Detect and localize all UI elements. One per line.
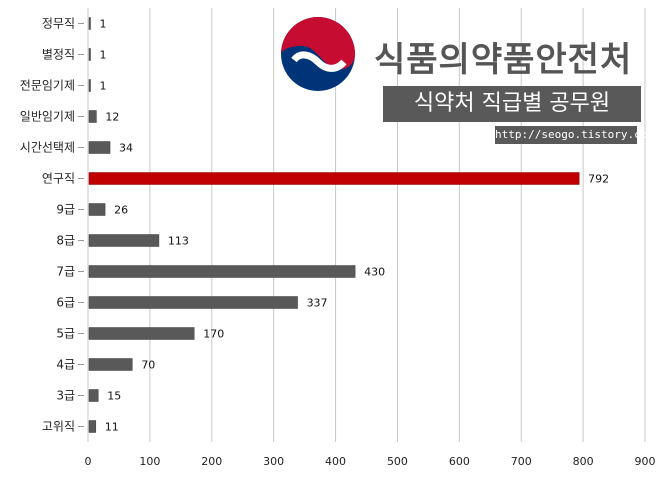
bar [88,420,97,433]
data-label: 34 [119,142,133,155]
category-label: 고위직 [42,420,75,434]
data-label: 12 [105,111,119,124]
category-label: 9급 [56,203,75,217]
category-label: 별정직 [42,48,75,62]
data-label: 430 [364,266,385,279]
x-tick-label: 0 [85,455,92,468]
data-label: 1 [100,80,107,93]
category-label: 5급 [56,327,75,341]
category-label: 전문임기제 [20,79,75,93]
category-label: 8급 [56,234,75,248]
data-label: 1 [100,18,107,31]
x-tick-label: 800 [573,455,594,468]
bar [88,141,111,154]
data-label: 11 [105,421,119,434]
chart-subtitle: 식약처 직급별 공무원 [383,86,641,122]
korea-taegeuk-emblem-icon [281,17,355,91]
x-tick-label: 200 [201,455,222,468]
bar [88,203,106,216]
bar [88,296,298,309]
brand-name: 식품의약품안전처 [374,40,633,80]
data-label: 337 [307,297,328,310]
category-label: 연구직 [42,172,75,186]
x-tick-label: 300 [263,455,284,468]
x-tick-label: 500 [387,455,408,468]
bar [88,265,356,278]
data-label: 26 [114,204,128,217]
x-tick-label: 700 [511,455,532,468]
bar [88,327,195,340]
category-label: 일반임기제 [20,110,75,124]
data-label: 15 [107,390,121,403]
data-label: 792 [588,173,609,186]
bar [88,172,580,185]
data-label: 113 [168,235,189,248]
data-label: 70 [141,359,155,372]
data-label: 170 [203,328,224,341]
bar [88,358,133,371]
bar [88,110,97,123]
x-tick-label: 400 [325,455,346,468]
bar [88,79,91,92]
bar [88,48,91,61]
x-tick-label: 900 [635,455,656,468]
bar [88,389,99,402]
category-label: 6급 [56,296,75,310]
category-label: 3급 [56,389,75,403]
source-url: http://seogo.tistory.com [495,126,654,144]
x-tick-label: 600 [449,455,470,468]
category-label: 4급 [56,358,75,372]
category-label: 시간선택제 [20,141,75,155]
x-tick-label: 100 [139,455,160,468]
data-label: 1 [100,49,107,62]
bar [88,17,91,30]
brand-logo: 식품의약품안전처 [278,14,648,94]
category-label: 7급 [56,265,75,279]
category-label: 정무직 [42,17,75,31]
bar [88,234,160,247]
